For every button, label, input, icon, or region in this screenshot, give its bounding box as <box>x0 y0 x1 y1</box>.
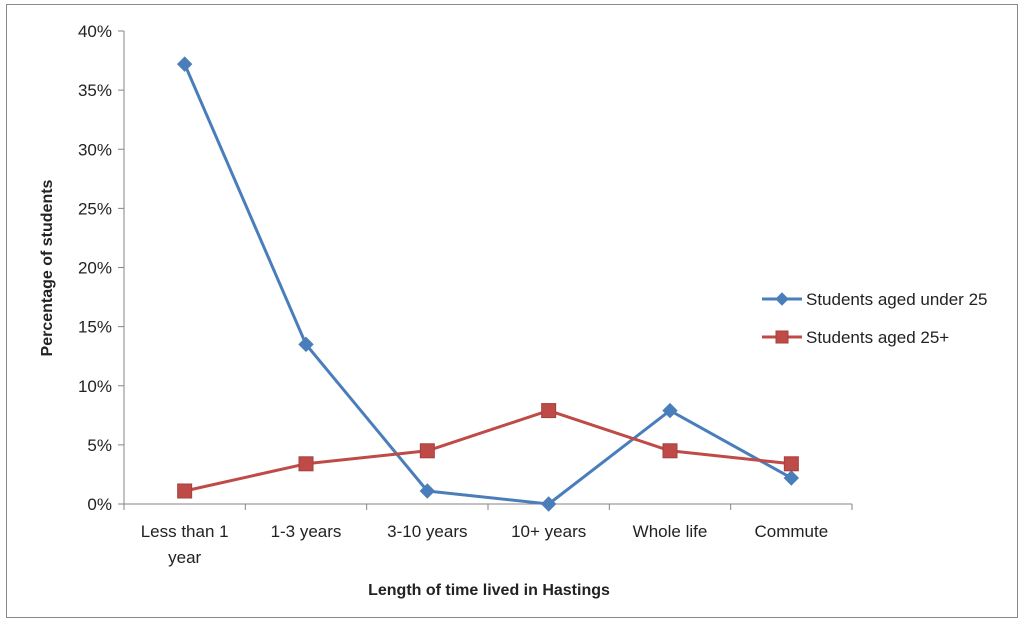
x-tick-label: 1-3 years <box>271 522 342 541</box>
y-axis-title: Percentage of students <box>39 179 56 356</box>
y-tick-label: 0% <box>87 495 112 514</box>
y-tick-label: 5% <box>87 436 112 455</box>
x-tick-label: Whole life <box>633 522 708 541</box>
y-tick-label: 25% <box>78 199 112 218</box>
x-axis-title: Length of time lived in Hastings <box>368 582 610 599</box>
data-point <box>662 402 678 419</box>
data-point <box>176 56 193 72</box>
series-2 <box>177 403 799 499</box>
data-point <box>783 470 800 486</box>
legend: Students aged under 25 Students aged 25+ <box>762 290 987 347</box>
data-point <box>298 456 314 472</box>
axes: 0% 5% 10% 15% 20% 25% 30% 35% 40% Less than 1 year… <box>78 22 853 567</box>
data-point <box>783 456 799 472</box>
x-tick-label: Less than 1 year <box>141 522 229 567</box>
legend-label: Students aged under 25 <box>806 290 987 309</box>
x-tick-label: 3-10 years <box>387 522 467 541</box>
data-point <box>298 336 314 353</box>
data-point <box>662 443 678 459</box>
data-point <box>540 496 557 512</box>
chart-frame <box>6 4 1018 618</box>
y-tick-label: 20% <box>78 259 112 278</box>
series-1 <box>176 56 800 512</box>
data-point <box>177 483 193 499</box>
data-point <box>541 403 557 419</box>
series-line <box>184 409 792 493</box>
y-tick-label: 35% <box>78 81 112 100</box>
data-point <box>419 483 436 499</box>
legend-marker <box>775 292 789 306</box>
legend-label: Students aged 25+ <box>806 328 949 347</box>
y-tick-label: 30% <box>78 140 112 159</box>
legend-marker <box>775 330 789 344</box>
x-tick-label: Commute <box>754 522 828 541</box>
y-tick-label: 10% <box>78 377 112 396</box>
data-point <box>419 443 435 459</box>
x-tick-label: 10+ years <box>511 522 586 541</box>
series-line <box>183 63 793 506</box>
y-tick-label: 15% <box>78 318 112 337</box>
series-layer <box>176 56 800 512</box>
y-tick-label: 40% <box>78 22 112 41</box>
